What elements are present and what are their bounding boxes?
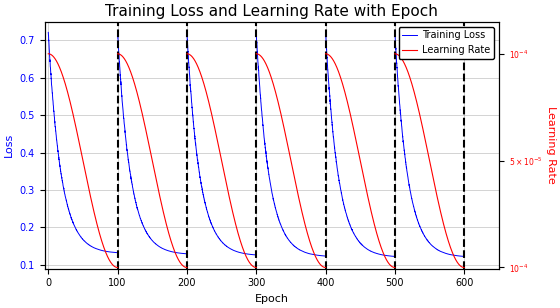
Learning Rate — [89, 203, 96, 207]
Learning Rate — [45, 52, 52, 56]
Training Loss — [97, 248, 104, 252]
Training Loss — [45, 30, 52, 34]
Learning Rate — [49, 54, 56, 58]
Learning Rate — [87, 194, 94, 198]
Training Loss — [85, 243, 92, 246]
Training Loss — [87, 244, 94, 248]
Title: Training Loss and Learning Rate with Epoch: Training Loss and Learning Rate with Epo… — [105, 4, 438, 19]
Line: Learning Rate: Learning Rate — [48, 54, 118, 267]
Line: Training Loss: Training Loss — [48, 32, 118, 253]
Learning Rate — [105, 256, 111, 259]
Training Loss — [49, 96, 56, 99]
Learning Rate — [85, 186, 92, 189]
Training Loss — [89, 245, 96, 249]
Training Loss — [105, 250, 111, 253]
Y-axis label: Learning Rate: Learning Rate — [546, 106, 556, 184]
Learning Rate — [114, 265, 121, 269]
Learning Rate — [97, 236, 104, 240]
Y-axis label: Loss: Loss — [4, 133, 14, 157]
Training Loss — [114, 251, 121, 254]
Legend: Training Loss, Learning Rate: Training Loss, Learning Rate — [399, 26, 494, 59]
X-axis label: Epoch: Epoch — [255, 294, 289, 304]
